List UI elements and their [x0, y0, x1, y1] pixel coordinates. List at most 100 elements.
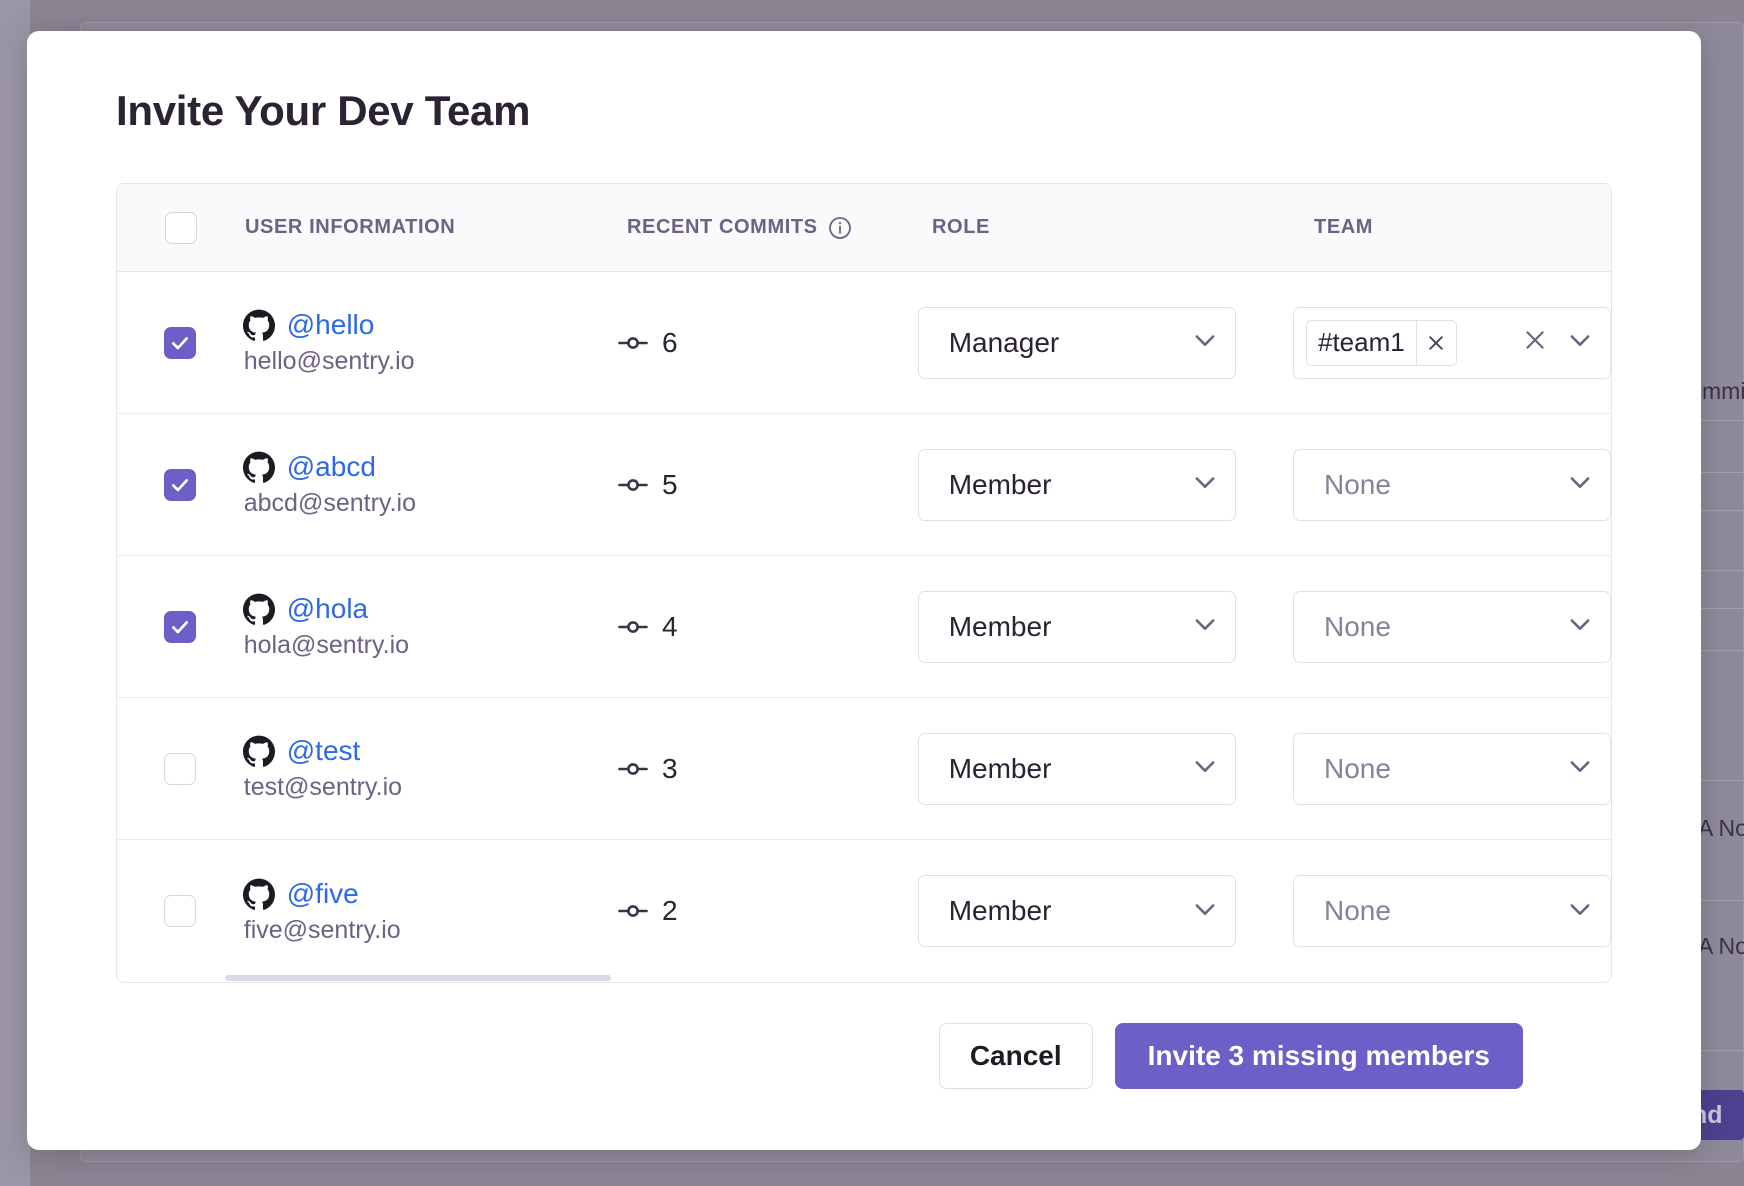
user-email: hello@sentry.io	[243, 347, 415, 375]
user-handle-link[interactable]: @abcd	[286, 451, 376, 482]
commit-count: 4	[662, 610, 678, 642]
row-select-checkbox[interactable]	[163, 752, 196, 785]
chevron-down-icon	[1566, 610, 1594, 643]
recent-commits-cell: 5	[618, 469, 918, 501]
team-select[interactable]: None	[1293, 875, 1611, 947]
row-checkbox-cell	[117, 468, 243, 501]
github-icon	[242, 735, 275, 767]
chevron-down-icon	[1191, 468, 1219, 501]
remove-team-chip-icon[interactable]	[1415, 320, 1456, 365]
user-email: five@sentry.io	[243, 915, 401, 944]
background-left-strip	[0, 0, 30, 1186]
team-cell: #team1	[1293, 306, 1611, 379]
role-select-value: Member	[948, 752, 1052, 784]
user-information-cell: @abcd abcd@sentry.io	[242, 451, 618, 518]
commit-count: 2	[662, 895, 678, 926]
background-table-column	[1700, 360, 1744, 1120]
user-handle-link[interactable]: @test	[286, 735, 361, 766]
team-cell: None	[1293, 590, 1611, 663]
role-select-value: Manager	[948, 326, 1060, 358]
user-handle-link[interactable]: @hello	[286, 309, 375, 340]
chevron-down-icon	[1191, 326, 1219, 359]
commit-count: 5	[662, 468, 678, 500]
row-checkbox-cell	[117, 752, 243, 785]
commit-count: 3	[662, 752, 678, 784]
commit-node-icon	[618, 477, 648, 493]
recent-commits-cell: 3	[618, 753, 918, 785]
chevron-down-icon	[1566, 752, 1594, 785]
select-all-checkbox[interactable]	[165, 211, 197, 244]
user-handle-link[interactable]: @five	[286, 877, 359, 909]
github-icon	[242, 451, 275, 483]
role-select[interactable]: Member	[917, 448, 1236, 521]
team-cell: None	[1293, 732, 1611, 805]
commit-count: 6	[662, 326, 678, 358]
commit-node-icon	[618, 903, 648, 919]
invite-missing-members-button[interactable]: Invite 3 missing members	[1114, 1023, 1523, 1089]
cancel-button[interactable]: Cancel	[938, 1023, 1093, 1089]
background-cell-text: A No	[1698, 933, 1744, 959]
column-header-recent-commits: RECENT COMMITS	[627, 216, 932, 240]
role-cell: Member	[917, 875, 1293, 947]
team-select[interactable]: None	[1293, 590, 1611, 663]
team-select-placeholder: None	[1324, 610, 1391, 642]
user-email: hola@sentry.io	[243, 631, 410, 659]
table-row: @abcd abcd@sentry.io 5 Member None	[117, 414, 1611, 556]
team-select[interactable]: None	[1293, 448, 1611, 521]
role-select-value: Member	[948, 895, 1052, 926]
github-icon	[242, 593, 275, 625]
role-cell: Member	[917, 590, 1293, 663]
table-row: @five five@sentry.io 2 Member None	[117, 840, 1611, 982]
commit-node-icon	[618, 761, 648, 777]
select-all-cell	[117, 211, 245, 244]
table-body: @hello hello@sentry.io 6 Manager #team1 @abcd…	[117, 272, 1611, 982]
row-checkbox-cell	[117, 895, 243, 927]
role-cell: Manager	[917, 306, 1293, 379]
page-title: Invite Your Dev Team	[116, 87, 531, 134]
team-select-placeholder: None	[1324, 752, 1391, 784]
background-cell-text: A No	[1698, 815, 1744, 841]
role-select[interactable]: Member	[917, 590, 1236, 663]
row-select-checkbox[interactable]	[163, 468, 196, 501]
table-row: @hola hola@sentry.io 4 Member None	[117, 556, 1611, 698]
role-select[interactable]: Member	[917, 875, 1236, 947]
horizontal-scrollbar[interactable]	[117, 974, 1611, 982]
horizontal-scrollbar-thumb[interactable]	[225, 975, 611, 981]
role-select[interactable]: Manager	[917, 306, 1236, 379]
team-select-placeholder: None	[1324, 468, 1391, 500]
chevron-down-icon	[1191, 752, 1219, 785]
clear-teams-icon[interactable]	[1522, 327, 1566, 358]
row-checkbox-cell	[117, 326, 243, 359]
commit-node-icon	[618, 619, 648, 635]
role-select[interactable]: Member	[917, 732, 1236, 805]
github-icon	[242, 878, 275, 910]
user-handle-link[interactable]: @hola	[286, 593, 369, 624]
row-select-checkbox[interactable]	[163, 610, 196, 643]
recent-commits-cell: 4	[618, 611, 918, 643]
chevron-down-icon	[1566, 895, 1594, 928]
chevron-down-icon	[1191, 895, 1219, 928]
column-header-recent-commits-label: RECENT COMMITS	[627, 216, 818, 238]
column-header-user-information: USER INFORMATION	[245, 216, 456, 238]
row-checkbox-cell	[117, 610, 243, 643]
github-icon	[242, 309, 275, 341]
modal-footer: Cancel Invite 3 missing members	[116, 983, 1612, 1089]
team-chip-label: #team1	[1318, 327, 1405, 357]
team-cell: None	[1293, 875, 1611, 947]
user-information-cell: @hola hola@sentry.io	[242, 593, 618, 660]
team-chip[interactable]: #team1	[1306, 319, 1457, 366]
table-row: @hello hello@sentry.io 6 Manager #team1	[117, 272, 1611, 414]
commit-node-icon	[618, 335, 648, 351]
info-icon[interactable]	[828, 216, 852, 240]
background-commits-header: mmit	[1702, 378, 1744, 404]
column-header-team: TEAM	[1314, 216, 1374, 238]
column-header-role: ROLE	[932, 216, 990, 238]
team-select[interactable]: None	[1293, 732, 1611, 805]
row-select-checkbox[interactable]	[163, 326, 196, 359]
team-select[interactable]: #team1	[1293, 306, 1611, 379]
table-header-row: USER INFORMATION RECENT COMMITS ROLE TE	[117, 184, 1611, 272]
row-select-checkbox[interactable]	[163, 895, 196, 927]
recent-commits-cell: 2	[618, 895, 918, 927]
user-email: test@sentry.io	[243, 773, 403, 801]
user-email: abcd@sentry.io	[243, 489, 416, 517]
